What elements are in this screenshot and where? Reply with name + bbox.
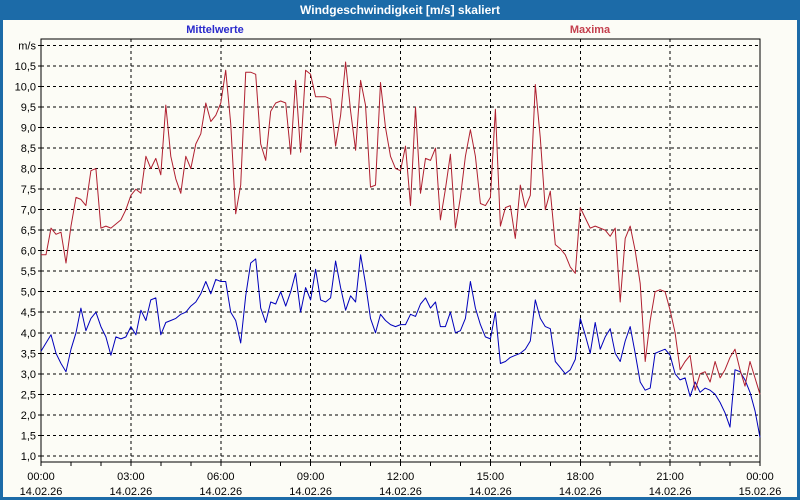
legend-mittelwerte: Mittelwerte <box>186 24 244 36</box>
gridlines <box>41 39 760 462</box>
x-axis-time-label: 18:00 <box>566 471 594 483</box>
x-axis-time-label: 03:00 <box>117 471 145 483</box>
x-axis-date-label: 14.02.26 <box>559 486 602 498</box>
x-axis-date-label: 14.02.26 <box>469 486 512 498</box>
y-axis-label: 8,5 <box>21 143 36 155</box>
x-axis-time-label: 15:00 <box>477 471 505 483</box>
y-axis-label: 10,5 <box>15 61 36 73</box>
y-axis-label: 5,0 <box>21 287 36 299</box>
x-axis-labels: 00:00 14.02.26 03:00 14.02.26 06:00 14.02.26 0… <box>20 471 782 498</box>
legend-maxima: Maxima <box>569 24 611 36</box>
x-axis-date-label: 14.02.26 <box>199 486 242 498</box>
y-axis-label: 2,0 <box>21 410 36 422</box>
maxima-line <box>41 61 761 395</box>
x-axis-date-label: 14.02.26 <box>109 486 152 498</box>
window-title: Windgeschwindigkeit [m/s] skaliert <box>300 3 500 17</box>
axis-ticks <box>38 45 761 466</box>
y-axis-label: 6,0 <box>21 246 36 258</box>
y-axis-label: 9,5 <box>21 102 36 114</box>
y-axis-label: 8,0 <box>21 164 36 176</box>
y-axis-label: 4,0 <box>21 328 36 340</box>
x-axis-date-label: 14.02.26 <box>20 486 63 498</box>
y-axis-label: 4,5 <box>21 307 36 319</box>
x-axis-date-label: 14.02.26 <box>379 486 422 498</box>
window-titlebar: Windgeschwindigkeit [m/s] skaliert <box>0 0 800 20</box>
y-axis-label: 7,0 <box>21 205 36 217</box>
y-axis-labels: 1,0 1,5 2,0 2,5 3,0 3,5 4,0 4,5 5,0 5,5 6,0 6,5 7,0 7… <box>15 41 37 463</box>
y-axis-label: 1,5 <box>21 430 36 442</box>
x-axis-time-label: 12:00 <box>387 471 415 483</box>
y-axis-label: 7,5 <box>21 184 36 196</box>
y-axis-label: 10,0 <box>15 82 36 94</box>
y-axis-label: 5,5 <box>21 266 36 278</box>
y-axis-label: 2,5 <box>21 389 36 401</box>
x-axis-date-label: 14.02.26 <box>289 486 332 498</box>
mittelwerte-line <box>40 254 761 438</box>
x-axis-time-label: 00:00 <box>27 471 55 483</box>
y-axis-label: 3,0 <box>21 369 36 381</box>
x-axis-time-label: 21:00 <box>656 471 684 483</box>
x-axis-time-label: 00:00 <box>746 471 774 483</box>
y-axis-label: m/s <box>18 41 36 53</box>
y-axis-label: 1,0 <box>21 451 36 463</box>
x-axis-time-label: 06:00 <box>207 471 235 483</box>
y-axis-label: 9,0 <box>21 123 36 135</box>
x-axis-date-label: 14.02.26 <box>649 486 692 498</box>
series-lines <box>40 61 761 438</box>
x-axis-date-label: 15.02.26 <box>739 486 782 498</box>
y-axis-label: 6,5 <box>21 225 36 237</box>
y-axis-label: 3,5 <box>21 348 36 360</box>
x-axis-time-label: 09:00 <box>297 471 325 483</box>
